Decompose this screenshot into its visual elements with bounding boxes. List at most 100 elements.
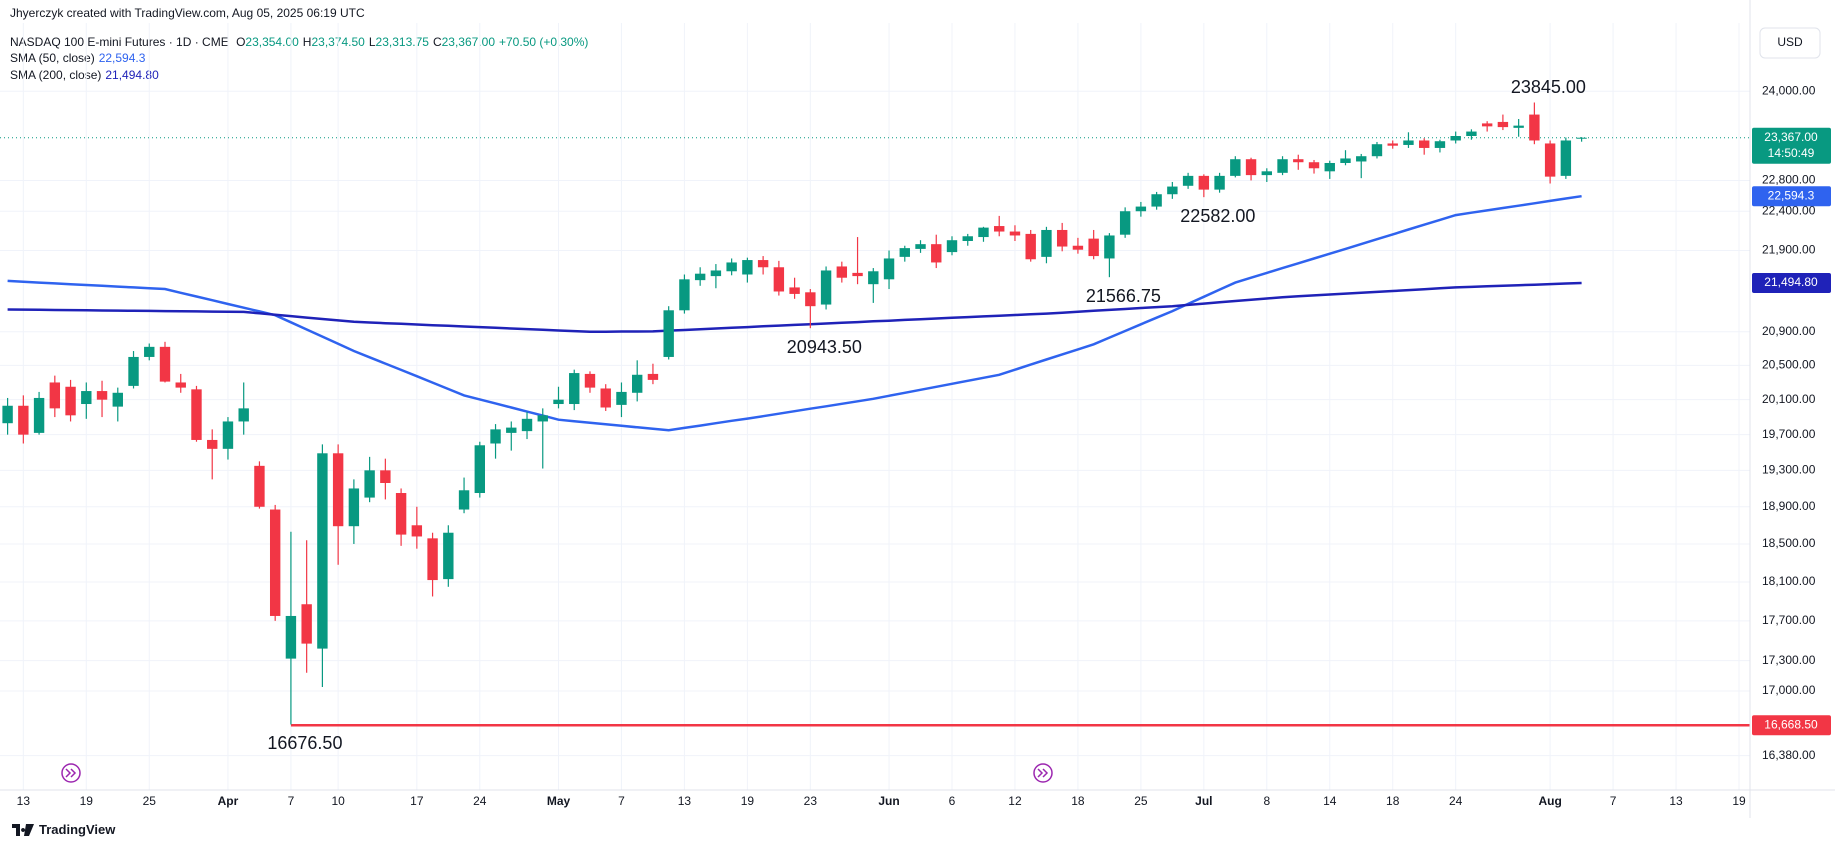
indicator-name: SMA (200, close) <box>10 68 102 82</box>
x-tick-label: May <box>547 794 571 808</box>
candle-body <box>1056 229 1068 247</box>
indicator-value: 22,594.3 <box>98 51 146 65</box>
candle-body <box>883 258 895 280</box>
candle-body <box>694 273 706 281</box>
y-tick-label: 19,700.00 <box>1762 427 1816 441</box>
y-tick-label: 21,900.00 <box>1762 243 1816 257</box>
candle-body <box>663 310 674 357</box>
candle-body <box>1576 137 1587 139</box>
chart: 23845.00 22582.00 21566.75 20943.50 16676.50… <box>0 0 1835 818</box>
y-tick-label: 18,900.00 <box>1762 499 1816 513</box>
price-badge <box>1752 272 1831 293</box>
candle-body <box>1371 144 1383 157</box>
symbol: NASDAQ 100 E-mini Futures · 1D · CME <box>10 35 229 49</box>
annotation: 16676.50 <box>267 733 342 753</box>
candle-body <box>1261 171 1272 176</box>
candle-body <box>332 453 344 527</box>
candle-body <box>899 248 910 257</box>
candle-body <box>474 445 485 494</box>
candle-body <box>1214 175 1225 190</box>
x-tick-label: 25 <box>143 794 157 808</box>
candle-body <box>616 391 627 405</box>
y-tick-label: 22,800.00 <box>1762 173 1816 187</box>
candle-body <box>537 415 548 422</box>
annotation: 21566.75 <box>1086 286 1161 306</box>
x-tick-label: 19 <box>80 794 94 808</box>
currency-button[interactable] <box>1759 27 1821 59</box>
y-tick-label: 20,500.00 <box>1762 358 1816 372</box>
currency[interactable]: USD <box>1777 35 1803 49</box>
x-tick-label: 25 <box>1134 794 1148 808</box>
price-badge <box>1752 127 1831 164</box>
candle-body <box>773 267 785 292</box>
y-tick-label: 22,400.00 <box>1762 203 1816 217</box>
x-tick-label: 7 <box>618 794 625 808</box>
candle-body <box>1497 121 1509 128</box>
candle-body <box>1403 140 1414 145</box>
x-tick-label: 7 <box>1610 794 1617 808</box>
candle-body <box>679 279 690 311</box>
candle-body <box>1419 140 1430 148</box>
candle-body <box>2 405 13 424</box>
candle-body <box>1560 140 1572 176</box>
candle-body <box>458 490 470 510</box>
ohlc-value: 23,354.00 <box>245 35 299 49</box>
candle-body <box>1167 186 1178 195</box>
brand: TradingView <box>12 822 115 837</box>
candle-body <box>868 271 879 285</box>
candle-body <box>238 408 249 422</box>
countdown: 14:50:49 <box>1768 146 1815 160</box>
ohlc-key: L <box>368 35 376 49</box>
candle-body <box>1340 158 1351 163</box>
y-tick-label: 17,300.00 <box>1762 653 1816 667</box>
event-icon[interactable] <box>61 763 81 783</box>
y-tick-label: 20,900.00 <box>1762 324 1816 338</box>
candle-body <box>1182 175 1194 186</box>
candle-body <box>1230 159 1241 176</box>
x-tick-label: 23 <box>804 794 818 808</box>
x-tick-label: Apr <box>218 794 239 808</box>
x-tick-label: 18 <box>1071 794 1085 808</box>
candle-body <box>112 392 123 407</box>
candle-body <box>584 373 596 388</box>
candle-body <box>978 227 989 238</box>
x-tick-label: 24 <box>473 794 487 808</box>
event-icon[interactable] <box>1033 763 1053 783</box>
candle-body <box>159 346 171 382</box>
candle-body <box>364 470 375 498</box>
y-tick-label: 16,380.00 <box>1762 748 1816 762</box>
ohlc-key: C <box>432 35 442 49</box>
candle-body <box>757 260 769 268</box>
candle-body <box>1025 233 1036 260</box>
candle-body <box>1434 141 1446 148</box>
candle-body <box>1450 136 1461 141</box>
x-tick-label: 19 <box>741 794 755 808</box>
candle-body <box>1151 194 1162 207</box>
price-badge-label: 16,668.50 <box>1764 717 1818 731</box>
candle-body <box>553 399 564 405</box>
candle-body <box>915 244 926 249</box>
candle-body <box>1466 131 1477 137</box>
candle-body <box>301 604 312 644</box>
candle-body <box>1104 235 1115 259</box>
candle-body <box>1041 229 1052 257</box>
credit: Jhyerczyk created with TradingView.com, … <box>10 6 365 20</box>
candle-body <box>285 615 297 659</box>
y-tick-label: 18,500.00 <box>1762 536 1816 550</box>
candle-body <box>175 382 186 388</box>
legend-main: NASDAQ 100 E-mini Futures · 1D · CME O23… <box>10 35 592 49</box>
candle-body <box>836 266 848 278</box>
candle-body <box>710 270 722 277</box>
price-badge-label: 23,367.00 <box>1764 130 1818 144</box>
price-badge <box>1752 715 1831 736</box>
candle-body <box>144 346 155 357</box>
candle-body <box>1481 123 1493 127</box>
candle-body <box>1277 159 1288 173</box>
indicator-row: SMA (200, close) 21,494.80 <box>10 68 163 85</box>
candle-body <box>1135 206 1147 212</box>
candle-body <box>191 389 202 440</box>
candle-body <box>65 386 76 416</box>
legend-indicators: SMA (50, close) 22,594.3 SMA (200, close) 2… <box>10 51 163 85</box>
candle-body <box>380 470 391 483</box>
candle-body <box>1308 162 1320 169</box>
